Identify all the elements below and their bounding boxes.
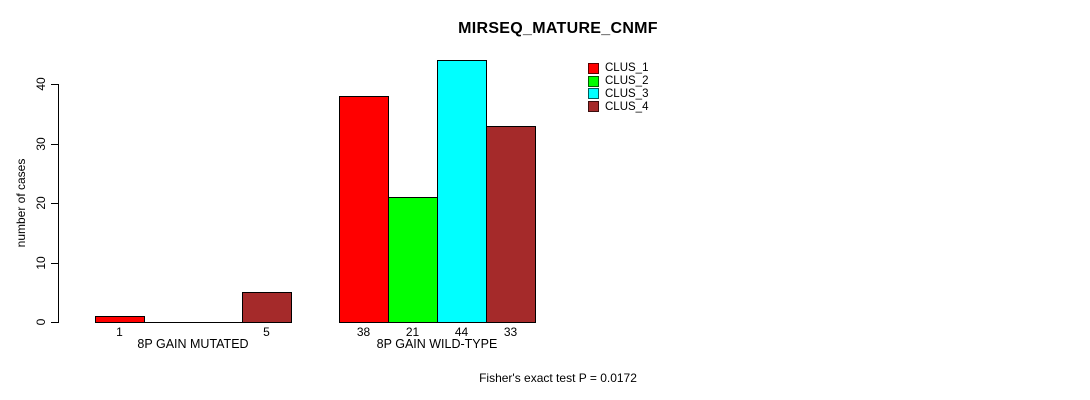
y-tick-label: 40 xyxy=(34,77,48,91)
legend-item: CLUS_4 xyxy=(588,100,648,113)
bar-value-label: 44 xyxy=(454,325,469,339)
y-tick-mark xyxy=(51,84,58,85)
y-tick-label: 0 xyxy=(34,318,48,326)
bar-clus_1-group-2 xyxy=(339,96,389,323)
y-axis-line xyxy=(58,84,59,323)
chart-title: MIRSEQ_MATURE_CNMF xyxy=(458,20,658,37)
legend-label: CLUS_2 xyxy=(605,75,649,88)
y-axis-label: number of cases xyxy=(14,158,28,248)
footer-annotation: Fisher's exact test P = 0.0172 xyxy=(479,371,637,385)
bar-value-label: 5 xyxy=(263,325,270,339)
y-tick-mark xyxy=(51,143,58,145)
legend-item: CLUS_1 xyxy=(588,62,648,75)
y-tick-mark xyxy=(51,322,58,323)
bar-value-label: 1 xyxy=(116,325,123,339)
legend-swatch xyxy=(588,88,599,100)
legend-swatch xyxy=(588,75,599,87)
bar-clus_4-group-2 xyxy=(486,126,536,323)
y-tick-label: 30 xyxy=(34,136,48,151)
legend-item: CLUS_3 xyxy=(588,88,648,101)
legend: CLUS_1 CLUS_2 CLUS_3 CLUS_4 xyxy=(588,62,648,113)
x-group-label: 8P GAIN WILD-TYPE xyxy=(376,337,498,351)
bar-clus_2-group-2 xyxy=(388,197,438,323)
legend-swatch xyxy=(588,101,599,113)
legend-label: CLUS_4 xyxy=(605,100,649,113)
y-tick-mark xyxy=(51,203,58,204)
legend-item: CLUS_2 xyxy=(588,75,648,88)
bar-clus_4-group-1 xyxy=(242,292,292,323)
bar-clus_3-group-1 xyxy=(193,322,243,323)
y-tick-label: 20 xyxy=(34,196,48,210)
legend-label: CLUS_3 xyxy=(605,87,649,100)
bar-value-label: 21 xyxy=(405,325,420,339)
bar-clus_3-group-2 xyxy=(437,60,487,323)
legend-swatch xyxy=(588,62,599,74)
y-tick-label: 10 xyxy=(34,255,48,270)
bar-clus_2-group-1 xyxy=(144,322,194,323)
bar-value-label: 33 xyxy=(503,325,518,339)
bar-clus_1-group-1 xyxy=(95,316,145,323)
x-group-label: 8P GAIN MUTATED xyxy=(137,337,249,351)
bar-value-label: 38 xyxy=(356,325,371,339)
legend-label: CLUS_1 xyxy=(605,62,649,75)
y-tick-mark xyxy=(51,262,58,264)
